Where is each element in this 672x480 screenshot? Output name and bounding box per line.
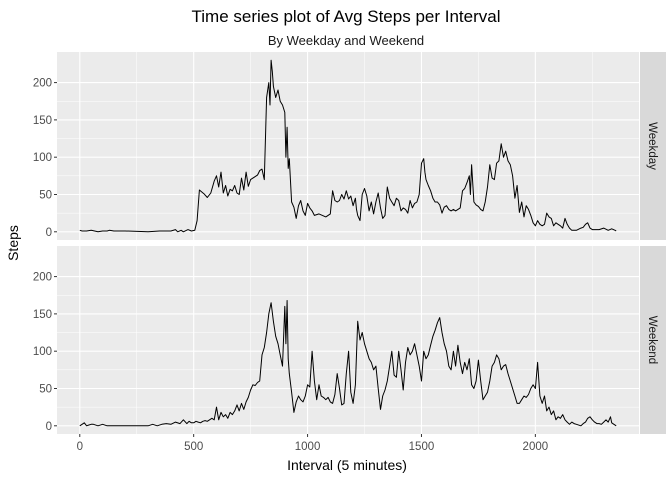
series-line-weekend [79,300,617,427]
chart-subtitle: By Weekday and Weekend [268,33,424,48]
y-tick-label: 150 [33,309,52,321]
y-tick-label: 100 [33,152,52,164]
x-tick-label: 1000 [295,441,321,453]
y-tick-label: 0 [46,421,52,433]
x-tick-label: 2000 [523,441,549,453]
y-tick-label: 50 [39,383,52,395]
x-tick-label: 0 [77,441,83,453]
y-tick-label: 100 [33,346,52,358]
x-tick-label: 500 [184,441,203,453]
y-tick-label: 150 [33,115,52,127]
facet-strip [640,246,666,434]
facet-strip-label: Weekday [646,122,658,170]
panel-background [57,246,639,434]
series-line-weekday [79,59,617,233]
y-tick-label: 200 [33,272,52,284]
facet-strip-label: Weekend [646,316,658,364]
y-tick-label: 50 [39,189,52,201]
y-axis-title: Steps [5,225,21,261]
panel-background [57,52,639,240]
panel-weekday: 0 50 100 150 200 Weekday [33,52,666,240]
x-axis-ticks: 0 500 1000 1500 2000 [77,434,549,453]
facet-strip [640,52,666,240]
y-tick-label: 200 [33,78,52,90]
x-axis-title: Interval (5 minutes) [287,457,407,473]
chart-title: Time series plot of Avg Steps per Interv… [192,7,501,26]
x-tick-label: 1500 [409,441,435,453]
panel-weekend: 0 50 100 150 200 Weekend [33,246,666,434]
y-tick-label: 0 [46,227,52,239]
